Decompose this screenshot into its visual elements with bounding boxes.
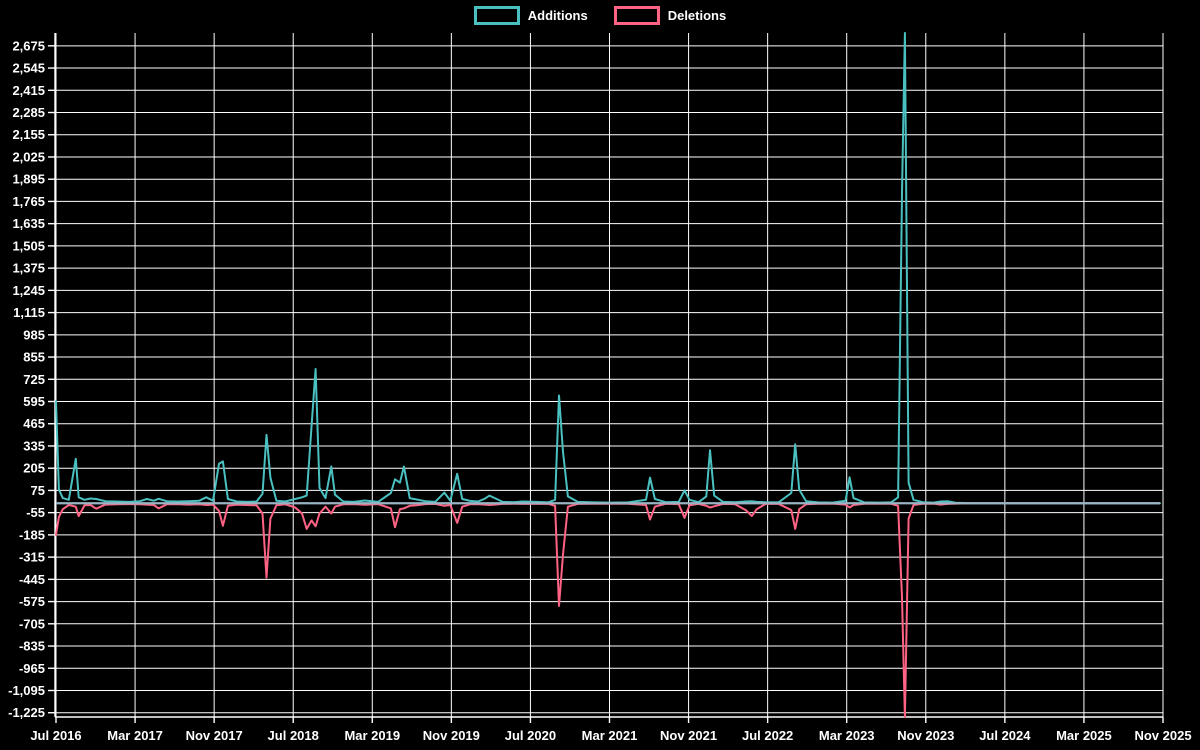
y-tick-label: -315: [19, 550, 45, 565]
y-tick-label: 205: [23, 461, 45, 476]
x-tick-label: Nov 2025: [1134, 728, 1191, 743]
legend-item-additions[interactable]: Additions: [473, 6, 588, 25]
y-tick-label: -445: [19, 572, 45, 587]
y-tick-label: 985: [23, 327, 45, 342]
y-tick-label: -55: [26, 505, 45, 520]
y-tick-label: 1,505: [12, 238, 45, 253]
x-tick-label: Nov 2017: [186, 728, 243, 743]
x-tick-label: Jul 2022: [742, 728, 793, 743]
y-tick-label: -1,225: [8, 705, 45, 720]
y-tick-label: 465: [23, 416, 45, 431]
x-tick-label: Mar 2025: [1056, 728, 1112, 743]
y-tick-label: 75: [31, 483, 45, 498]
deletions-legend-label: Deletions: [667, 8, 727, 23]
y-tick-label: 2,415: [12, 83, 45, 98]
y-tick-label: 1,115: [13, 305, 45, 320]
x-tick-label: Nov 2019: [423, 728, 480, 743]
x-tick-label: Mar 2021: [582, 728, 638, 743]
y-tick-label: 2,155: [12, 127, 45, 142]
y-tick-label: 595: [23, 394, 45, 409]
chart-legend: Additions Deletions: [0, 6, 1200, 25]
additions-legend-swatch: [473, 6, 520, 25]
y-tick-label: -835: [19, 639, 45, 654]
y-tick-label: 1,245: [12, 283, 45, 298]
series-line-additions: [55, 32, 1161, 505]
deletions-legend-swatch: [613, 6, 660, 25]
y-tick-label: -965: [19, 661, 45, 676]
x-tick-label: Jul 2024: [979, 728, 1031, 743]
additions-legend-label: Additions: [527, 8, 588, 23]
y-tick-label: 1,635: [12, 216, 45, 231]
y-tick-label: -185: [19, 527, 45, 542]
x-tick-label: Jul 2016: [30, 728, 81, 743]
x-tick-label: Jul 2020: [505, 728, 556, 743]
series-line-deletions: [55, 502, 1161, 718]
y-tick-label: 1,765: [12, 194, 45, 209]
y-tick-label: 1,895: [12, 172, 45, 187]
y-tick-label: 725: [23, 372, 45, 387]
y-tick-label: 2,285: [12, 105, 45, 120]
x-tick-label: Mar 2019: [344, 728, 400, 743]
x-tick-label: Mar 2023: [819, 728, 875, 743]
x-tick-label: Nov 2023: [897, 728, 954, 743]
y-tick-label: 1,375: [12, 261, 45, 276]
y-tick-label: -1,095: [8, 683, 45, 698]
y-tick-label: 2,545: [12, 61, 45, 76]
y-tick-label: 2,025: [12, 149, 45, 164]
x-tick-label: Mar 2017: [107, 728, 163, 743]
y-tick-label: -705: [19, 616, 45, 631]
x-tick-label: Jul 2018: [268, 728, 319, 743]
x-tick-label: Nov 2021: [660, 728, 717, 743]
y-tick-label: -575: [19, 594, 45, 609]
y-tick-label: 2,675: [12, 38, 45, 53]
y-tick-label: 855: [23, 350, 45, 365]
y-tick-label: 335: [23, 438, 45, 453]
legend-item-deletions[interactable]: Deletions: [613, 6, 727, 25]
